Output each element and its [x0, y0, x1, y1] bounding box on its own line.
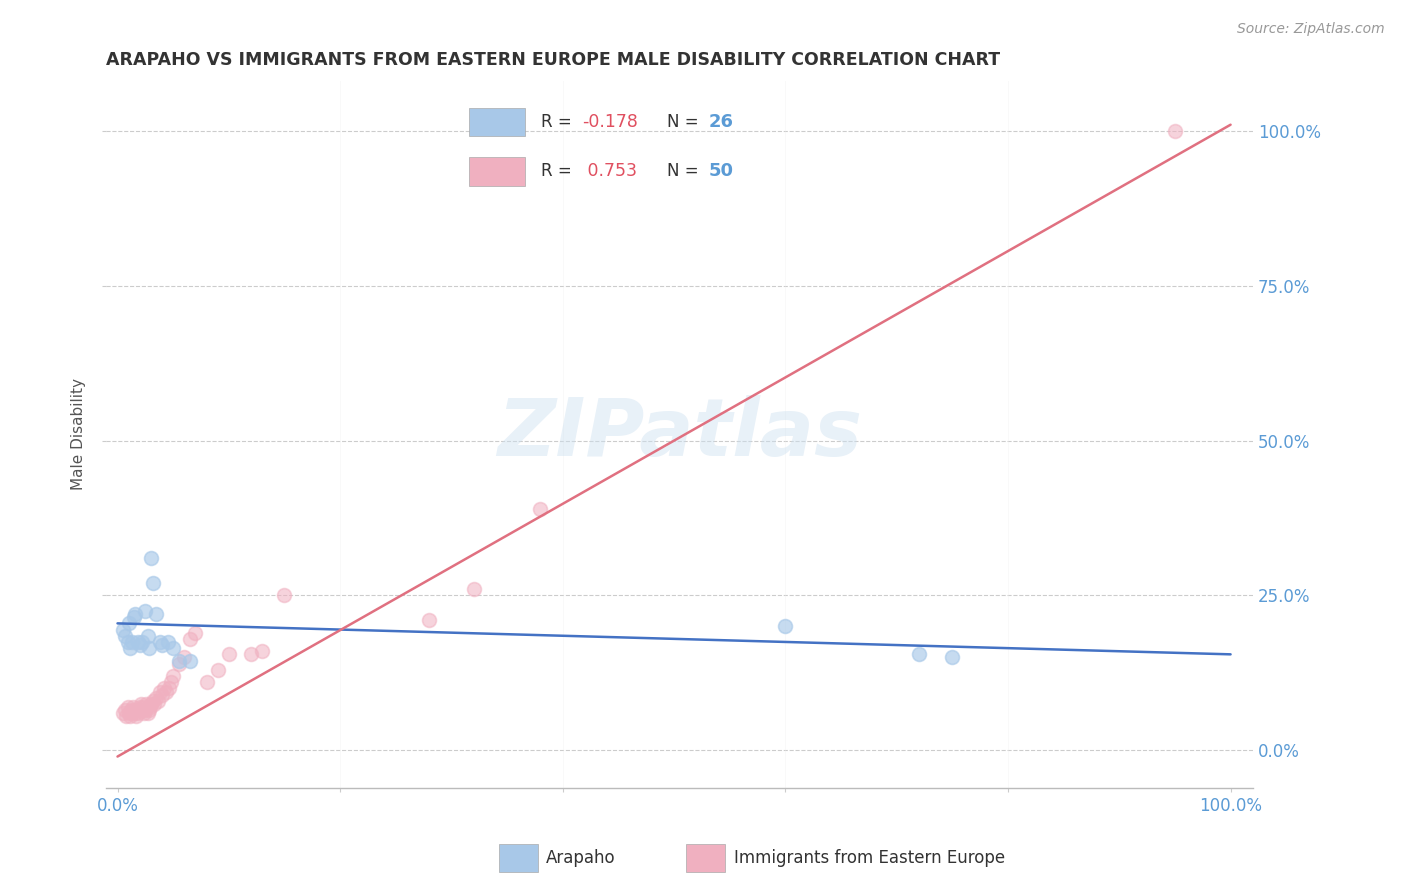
Point [136, 706, 159, 721]
Point [150, 638, 173, 652]
Text: 0.0%: 0.0% [97, 797, 138, 814]
Point [117, 706, 139, 721]
Point [117, 700, 139, 714]
Point [173, 650, 195, 665]
Point [124, 607, 146, 621]
Text: Immigrants from Eastern Europe: Immigrants from Eastern Europe [734, 849, 1005, 867]
Point [418, 613, 440, 627]
Point [167, 657, 190, 671]
Point [146, 694, 169, 708]
Point [136, 629, 159, 643]
Point [112, 706, 135, 721]
Point [114, 629, 136, 643]
Point [153, 681, 176, 696]
Point [112, 623, 135, 637]
Point [250, 644, 273, 658]
Point [139, 700, 162, 714]
Point [118, 709, 141, 723]
Point [529, 501, 551, 516]
Point [134, 604, 156, 618]
Point [129, 697, 152, 711]
Point [128, 703, 150, 717]
Point [157, 681, 180, 696]
Point [118, 641, 141, 656]
Point [139, 697, 162, 711]
Point [143, 697, 166, 711]
Point [127, 706, 149, 721]
Point [218, 648, 240, 662]
Point [179, 654, 201, 668]
Point [142, 694, 165, 708]
Point [941, 650, 963, 665]
Point [463, 582, 485, 597]
Point [150, 688, 173, 702]
Point [124, 706, 146, 721]
Point [120, 703, 142, 717]
Point [134, 706, 156, 721]
Point [138, 641, 160, 656]
Point [131, 635, 153, 649]
Text: ZIPatlas: ZIPatlas [498, 395, 862, 474]
Point [125, 709, 148, 723]
Point [1164, 124, 1187, 138]
Point [128, 700, 150, 714]
Point [195, 675, 218, 690]
Point [184, 625, 207, 640]
Point [162, 669, 184, 683]
Point [149, 635, 172, 649]
Point [122, 703, 145, 717]
Point [207, 663, 229, 677]
Point [179, 632, 201, 646]
Text: Arapaho: Arapaho [546, 849, 616, 867]
Point [138, 703, 160, 717]
Point [117, 635, 139, 649]
Point [155, 684, 177, 698]
Point [149, 684, 172, 698]
Point [273, 589, 295, 603]
Point [156, 635, 179, 649]
Point [122, 700, 145, 714]
Point [167, 654, 190, 668]
Point [908, 648, 931, 662]
Point [162, 641, 184, 656]
Point [121, 635, 143, 649]
Point [775, 619, 797, 633]
Point [127, 635, 149, 649]
Point [134, 703, 156, 717]
Point [135, 697, 157, 711]
Y-axis label: Male Disability: Male Disability [72, 378, 86, 491]
Point [131, 703, 153, 717]
Point [117, 616, 139, 631]
Point [128, 638, 150, 652]
Point [114, 703, 136, 717]
Point [240, 648, 263, 662]
Point [121, 706, 143, 721]
Point [142, 576, 165, 591]
Point [145, 690, 167, 705]
Text: Source: ZipAtlas.com: Source: ZipAtlas.com [1237, 22, 1385, 37]
Text: 100.0%: 100.0% [1199, 797, 1263, 814]
Point [115, 709, 138, 723]
Point [145, 607, 167, 621]
Text: ARAPAHO VS IMMIGRANTS FROM EASTERN EUROPE MALE DISABILITY CORRELATION CHART: ARAPAHO VS IMMIGRANTS FROM EASTERN EUROP… [107, 51, 1001, 69]
Point [139, 551, 162, 566]
Point [132, 700, 155, 714]
Point [122, 610, 145, 624]
Point [160, 675, 183, 690]
